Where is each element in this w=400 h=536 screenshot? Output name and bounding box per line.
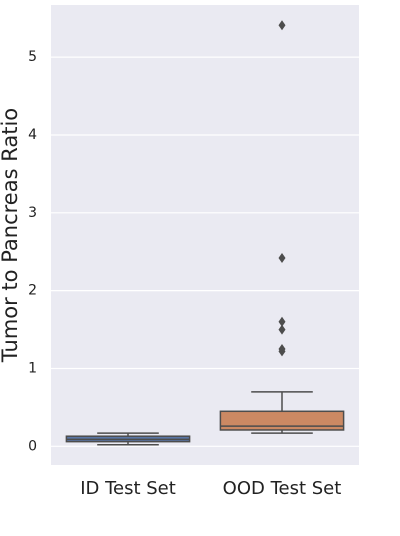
x-tick-label: ID Test Set [80, 478, 176, 499]
y-tick-label: 3 [28, 205, 37, 221]
y-tick-label: 1 [28, 360, 37, 376]
outlier [278, 252, 286, 263]
y-tick-label: 5 [28, 49, 37, 65]
outlier [278, 324, 286, 335]
y-tick-label: 4 [28, 127, 37, 143]
y-tick-label: 2 [28, 283, 37, 299]
y-tick-label: 0 [28, 438, 37, 454]
x-tick-label: OOD Test Set [223, 478, 342, 499]
outlier [278, 20, 286, 31]
outlier [278, 346, 286, 357]
outlier [278, 316, 286, 327]
box [219, 410, 345, 431]
plot-area [51, 5, 359, 465]
y-axis-label: Tumor to Pancreas Ratio [0, 108, 22, 363]
